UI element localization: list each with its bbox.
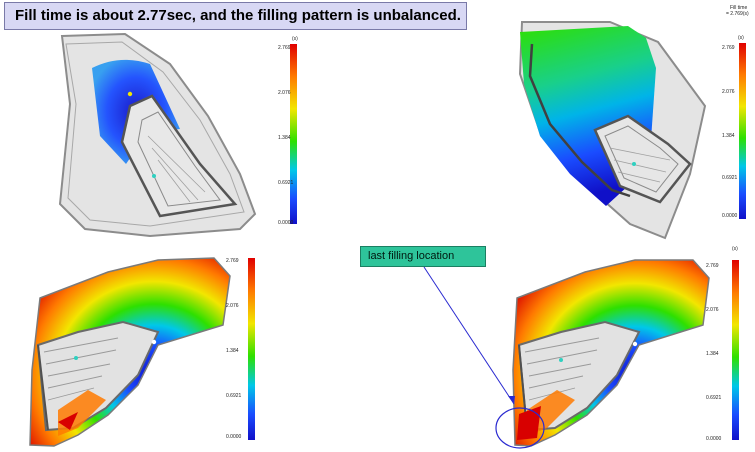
legend-tick: 0.6921 [722,175,738,181]
legend-unit-label: (s) [732,246,738,252]
legend-tick: 1.384 [278,135,291,141]
bottom-left-color-legend: 2.769 2.076 1.384 0.6921 0.0000 [226,254,266,444]
legend-tick: 2.076 [706,307,719,313]
color-scale-bar [739,43,746,219]
bottom-right-color-legend: (s) 2.769 2.076 1.384 0.6921 0.0000 [706,242,751,447]
legend-tick: 0.0000 [226,434,242,440]
legend-tick: 1.384 [706,351,719,357]
top-right-color-legend: Fill time = 2.769(s) (s) 2.769 2.076 1.3… [722,5,755,220]
legend-tick: 0.0000 [278,220,294,226]
legend-tick: 0.6921 [278,180,294,186]
legend-tick: 2.769 [278,45,291,51]
legend-tick: 1.384 [722,133,735,139]
legend-tick: 0.0000 [706,436,722,442]
legend-tick: 1.384 [226,348,239,354]
arrow-head [508,396,515,404]
legend-tick: 2.076 [722,89,735,95]
legend-unit-label: (s) [738,35,744,41]
legend-tick: 0.6921 [226,393,242,399]
top-right-part-view [518,21,707,240]
legend-tick: 0.0000 [722,213,738,219]
last-fill-highlight-circle [495,407,545,449]
color-scale-bar [248,258,255,440]
page-title: Fill time is about 2.77sec, and the fill… [4,2,467,30]
callout-arrow [423,266,515,405]
color-scale-bar [732,260,739,440]
legend-header-line: Fill time [730,5,748,11]
bottom-right-part-view [512,259,710,447]
top-left-part-view [58,32,257,238]
top-left-color-legend: (s) 2.769 2.076 1.384 0.6921 0.0000 [278,34,318,226]
last-filling-location-callout: last filling location [360,246,486,267]
legend-tick: 2.076 [226,303,239,309]
legend-tick: 0.6921 [706,395,722,401]
legend-tick: 2.769 [226,258,239,264]
legend-tick: 2.769 [722,45,735,51]
legend-tick: 2.769 [706,263,719,269]
color-scale-bar [290,44,297,224]
legend-tick: 2.076 [278,90,291,96]
bottom-left-part-view [29,257,231,447]
legend-unit-label: (s) [292,36,298,42]
legend-header-line: = 2.769(s) [726,11,749,17]
